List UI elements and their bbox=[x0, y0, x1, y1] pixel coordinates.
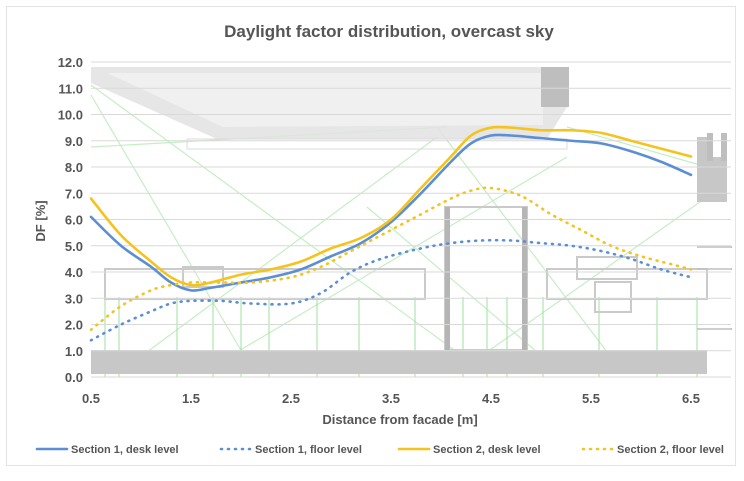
series-section-1-floor-line bbox=[89, 238, 693, 342]
x-axis-label: Distance from facade [m] bbox=[322, 412, 477, 427]
series-section-2-desk-line bbox=[89, 125, 693, 287]
y-tick-label: 1.0 bbox=[65, 344, 83, 359]
line-chart: Daylight factor distribution, overcast s… bbox=[33, 22, 732, 456]
legend-label: Section 2, floor level bbox=[617, 444, 724, 456]
y-tick-label: 7.0 bbox=[65, 186, 83, 201]
y-tick-label: 12.0 bbox=[58, 55, 83, 70]
y-tick-label: 3.0 bbox=[65, 291, 83, 306]
legend-label: Section 1, desk level bbox=[71, 444, 179, 456]
y-tick-label: 11.0 bbox=[58, 81, 83, 96]
y-tick-label: 2.0 bbox=[65, 318, 83, 333]
y-tick-label: 6.0 bbox=[65, 213, 83, 228]
y-tick-label: 10.0 bbox=[58, 108, 83, 123]
section-drawing-background bbox=[90, 62, 732, 382]
legend: Section 1, desk level Section 1, floor le… bbox=[35, 444, 724, 456]
y-tick-label: 8.0 bbox=[65, 160, 83, 175]
x-tick-label: 2.5 bbox=[282, 391, 300, 406]
y-axis-tick-labels: 0.0 1.0 2.0 3.0 4.0 5.0 6.0 7.0 8.0 9.0 10.0 11.0 12… bbox=[58, 55, 83, 385]
chart-title: Daylight factor distribution, overcast s… bbox=[224, 22, 554, 41]
series-section-2-floor-line bbox=[89, 186, 693, 332]
x-tick-label: 5.5 bbox=[582, 391, 600, 406]
chart-frame: Daylight factor distribution, overcast s… bbox=[6, 6, 736, 466]
y-tick-label: 5.0 bbox=[65, 239, 83, 254]
x-axis-tick-labels: 0.5 1.5 2.5 3.5 4.5 5.5 6.5 bbox=[82, 391, 700, 406]
y-tick-label: 0.0 bbox=[65, 370, 83, 385]
legend-label: Section 2, desk level bbox=[433, 444, 541, 456]
series-section-1-desk-line bbox=[89, 133, 693, 292]
x-tick-label: 0.5 bbox=[82, 391, 100, 406]
y-tick-label: 4.0 bbox=[65, 265, 83, 280]
y-tick-label: 9.0 bbox=[65, 134, 83, 149]
x-tick-label: 3.5 bbox=[382, 391, 400, 406]
series-lines bbox=[89, 125, 693, 342]
x-tick-label: 6.5 bbox=[682, 391, 700, 406]
grid-lines bbox=[91, 61, 731, 378]
legend-label: Section 1, floor level bbox=[255, 444, 362, 456]
x-tick-label: 4.5 bbox=[482, 391, 500, 406]
y-axis-label: DF [%] bbox=[33, 200, 48, 241]
x-tick-label: 1.5 bbox=[182, 391, 200, 406]
